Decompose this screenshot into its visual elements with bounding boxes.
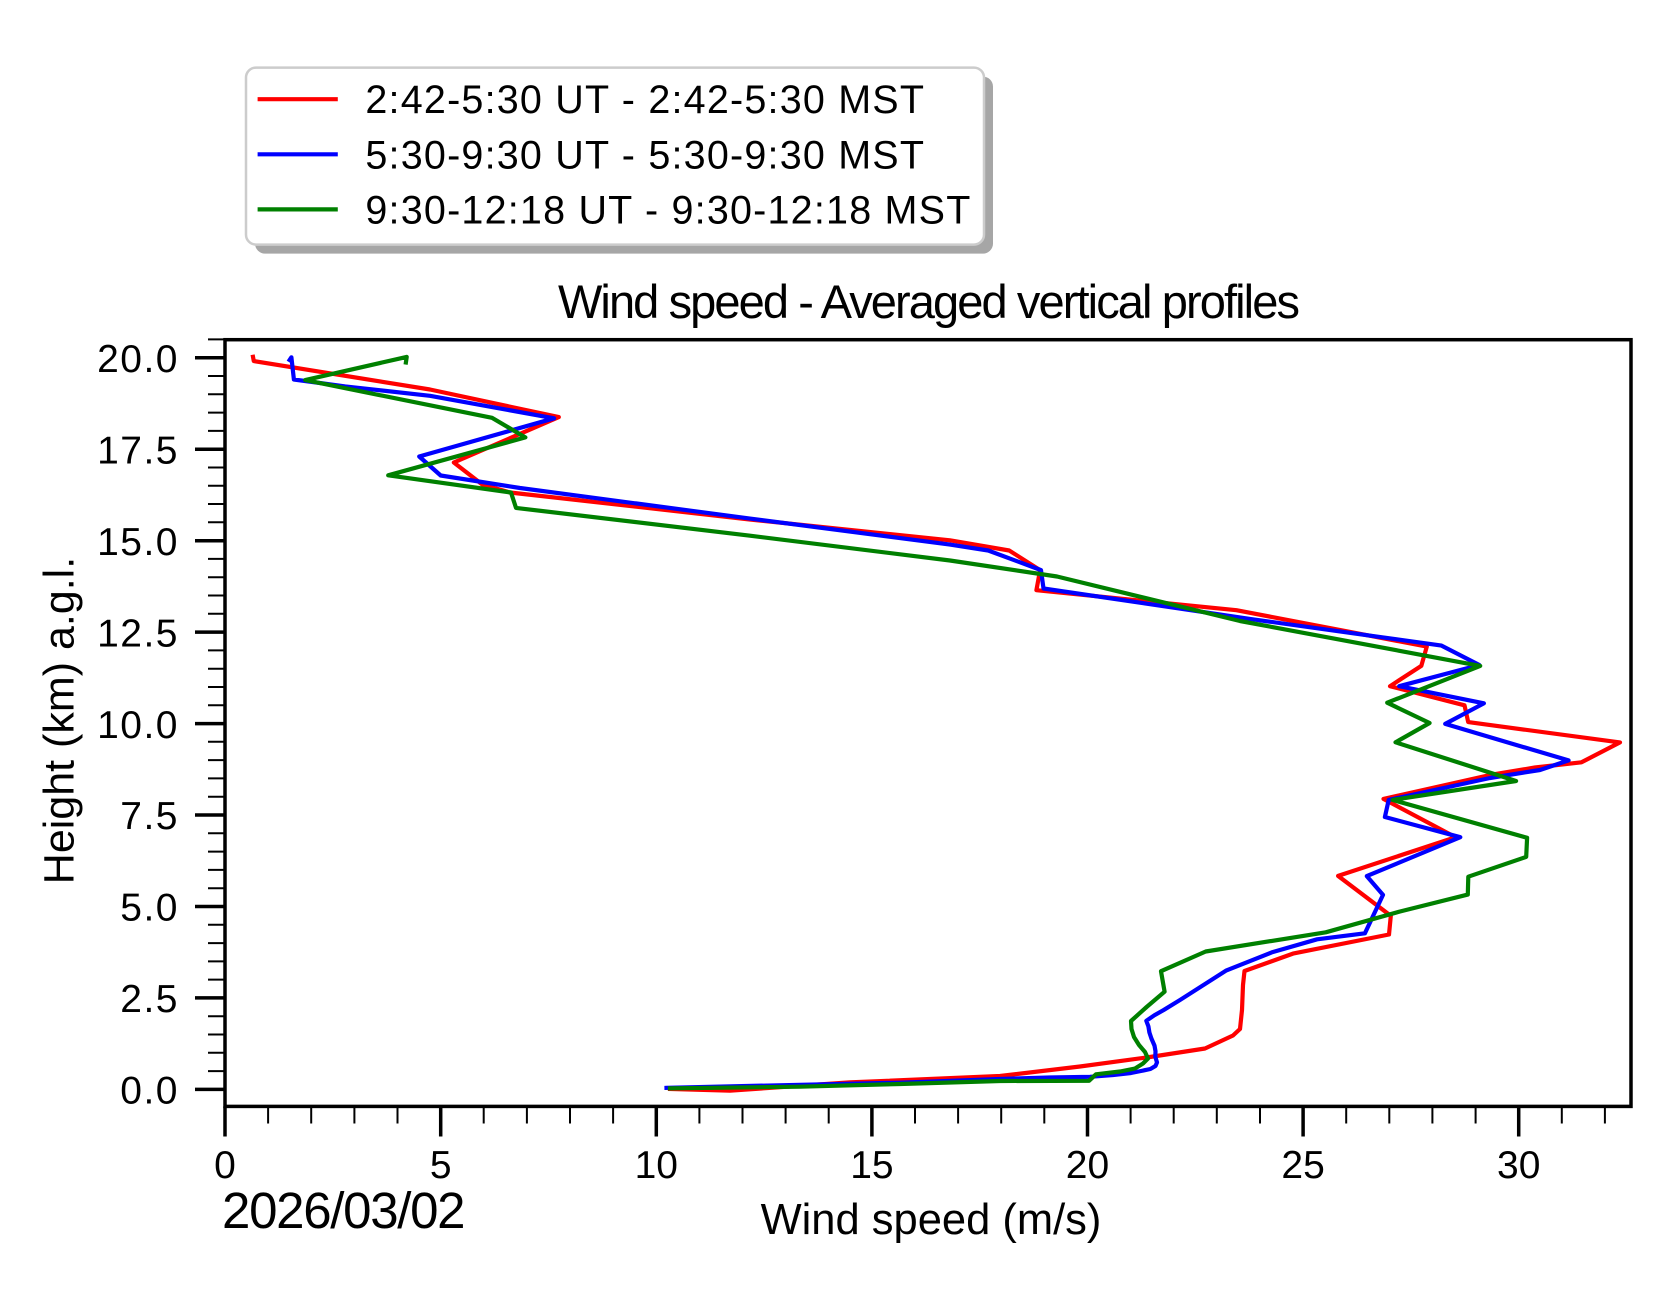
svg-text:5:30-9:30 UT - 5:30-9:30 MST: 5:30-9:30 UT - 5:30-9:30 MST bbox=[365, 133, 925, 177]
svg-text:10: 10 bbox=[635, 1144, 678, 1187]
svg-text:2026/03/02: 2026/03/02 bbox=[222, 1182, 464, 1239]
svg-text:9:30-12:18 UT - 9:30-12:18 MST: 9:30-12:18 UT - 9:30-12:18 MST bbox=[365, 188, 971, 232]
svg-text:12.5: 12.5 bbox=[97, 612, 179, 655]
svg-text:Wind speed (m/s): Wind speed (m/s) bbox=[761, 1196, 1102, 1244]
svg-text:10.0: 10.0 bbox=[97, 704, 179, 747]
svg-text:2:42-5:30 UT - 2:42-5:30 MST: 2:42-5:30 UT - 2:42-5:30 MST bbox=[365, 78, 925, 122]
svg-text:30: 30 bbox=[1497, 1144, 1540, 1187]
svg-text:Height (km) a.g.l.: Height (km) a.g.l. bbox=[36, 557, 84, 884]
svg-text:20: 20 bbox=[1066, 1144, 1109, 1187]
svg-text:15.0: 15.0 bbox=[97, 521, 179, 564]
svg-text:5.0: 5.0 bbox=[120, 887, 179, 930]
svg-text:0.0: 0.0 bbox=[120, 1070, 179, 1113]
svg-text:5: 5 bbox=[430, 1144, 452, 1187]
svg-text:2.5: 2.5 bbox=[120, 978, 179, 1021]
svg-text:Wind speed - Averaged vertical: Wind speed - Averaged vertical profiles bbox=[558, 275, 1299, 328]
svg-text:17.5: 17.5 bbox=[97, 429, 179, 472]
svg-text:0: 0 bbox=[214, 1144, 236, 1187]
svg-text:7.5: 7.5 bbox=[120, 795, 179, 838]
svg-text:25: 25 bbox=[1281, 1144, 1324, 1187]
svg-text:15: 15 bbox=[850, 1144, 893, 1187]
svg-text:20.0: 20.0 bbox=[97, 338, 179, 381]
